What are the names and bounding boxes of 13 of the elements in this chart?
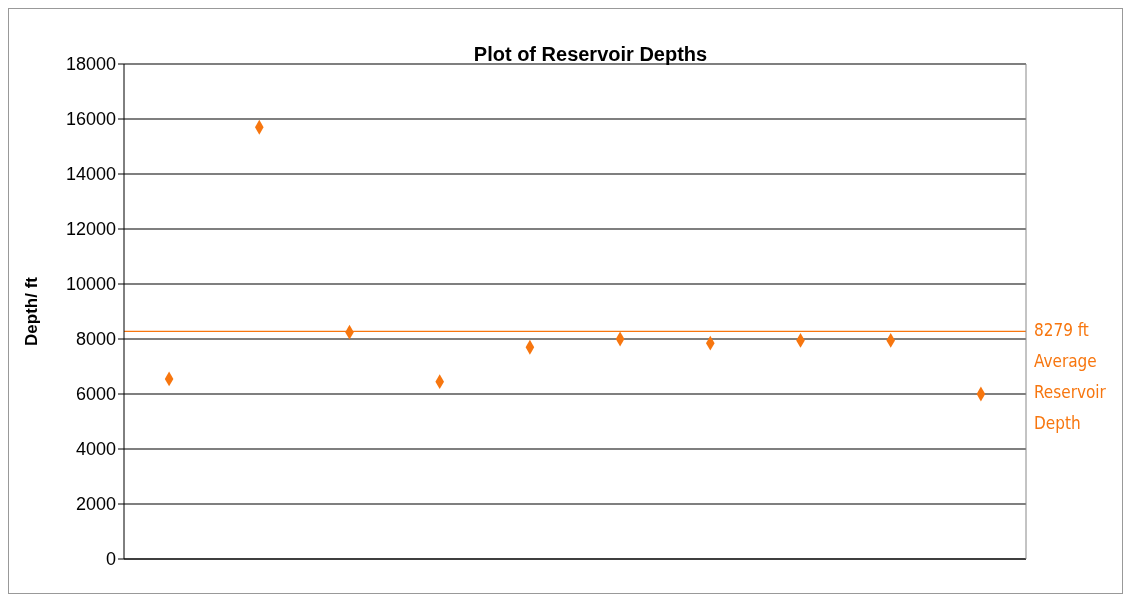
y-tick-label: 4000 — [75, 439, 116, 460]
y-tick-label: 12000 — [65, 219, 116, 240]
y-tick-label: 10000 — [65, 274, 116, 295]
chart-title: Plot of Reservoir Depths — [472, 43, 709, 66]
ref-line-label: 8279 ft Average Reservoir Depth — [1034, 320, 1107, 434]
y-tick-label: 2000 — [75, 494, 116, 515]
y-axis-title: Depth/ ft — [22, 276, 42, 346]
y-tick-label: 0 — [105, 549, 116, 570]
y-tick-label: 14000 — [65, 164, 116, 185]
y-tick-label: 6000 — [75, 384, 116, 405]
y-tick-label: 18000 — [65, 54, 116, 75]
y-tick-label: 16000 — [65, 109, 116, 130]
y-tick-label: 8000 — [75, 329, 116, 350]
